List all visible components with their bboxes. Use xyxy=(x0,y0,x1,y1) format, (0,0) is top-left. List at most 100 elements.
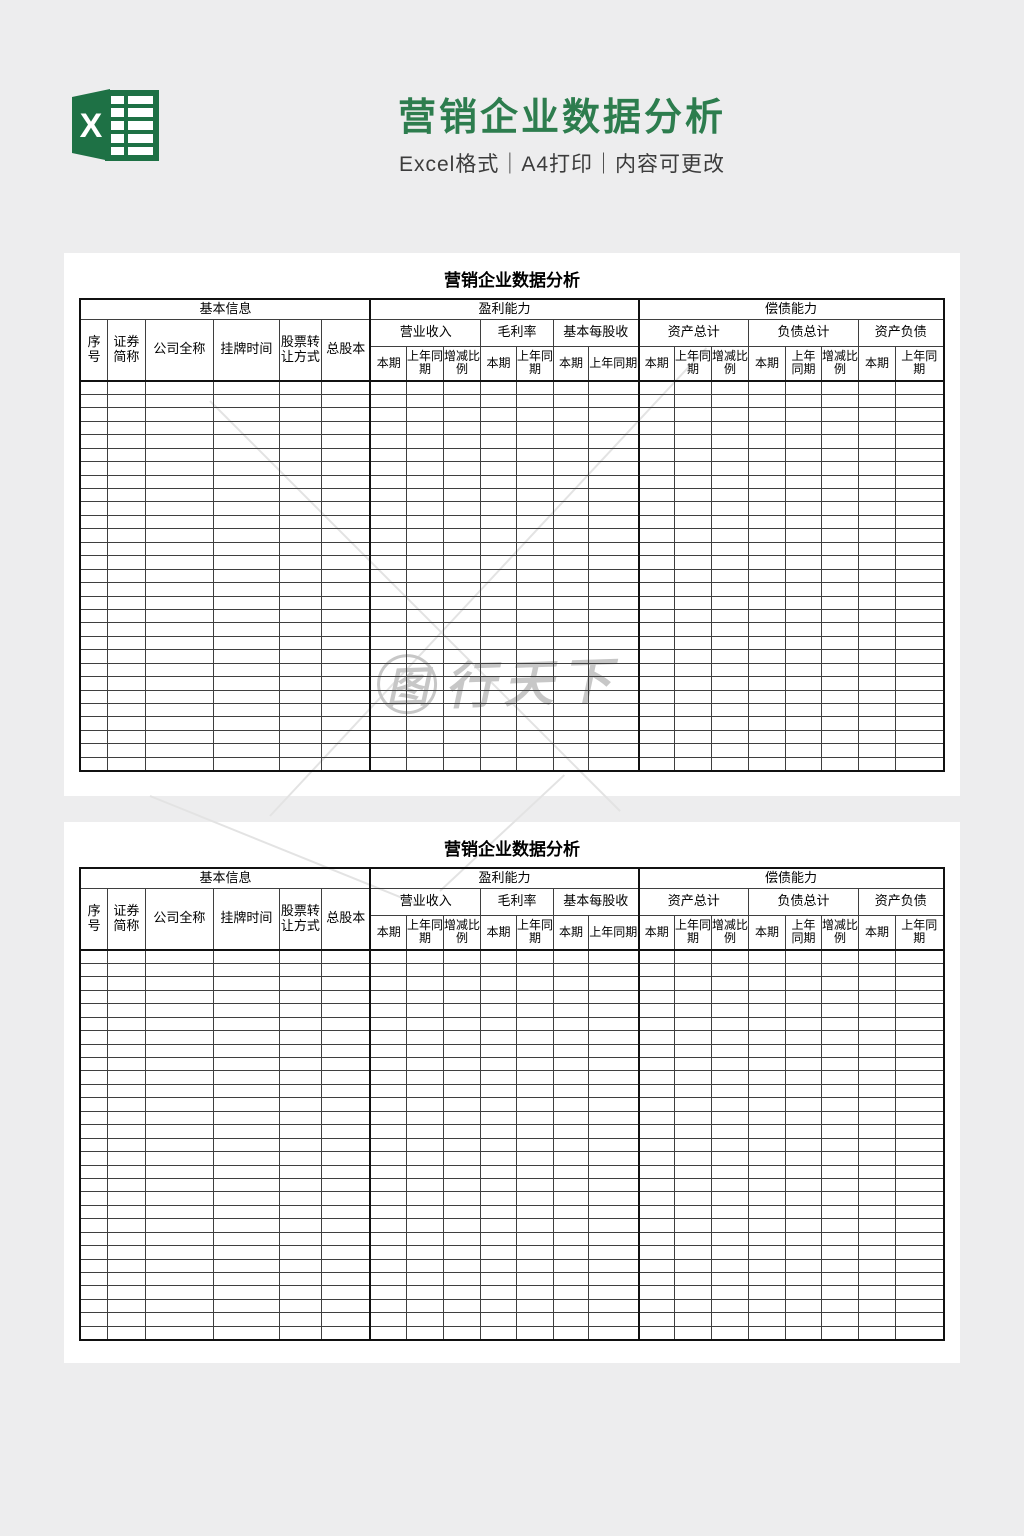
empty-cell xyxy=(369,461,407,476)
empty-cell xyxy=(106,474,146,490)
empty-cell xyxy=(552,608,589,624)
table-row xyxy=(79,1271,945,1287)
empty-cell xyxy=(79,1285,108,1300)
column-header: 增减比例 xyxy=(821,914,860,951)
empty-cell xyxy=(637,962,676,978)
empty-cell xyxy=(785,582,823,597)
empty-cell xyxy=(637,487,676,503)
column-header: 上年同期 xyxy=(515,345,554,382)
empty-cell xyxy=(515,380,554,395)
empty-cell xyxy=(369,1312,407,1327)
empty-cell xyxy=(552,582,589,597)
table-row xyxy=(79,1151,945,1166)
empty-cell xyxy=(785,1003,823,1018)
empty-cell xyxy=(405,555,444,570)
empty-cell xyxy=(278,989,322,1005)
empty-cell xyxy=(552,474,589,490)
empty-cell xyxy=(212,447,280,463)
table-row xyxy=(79,949,945,964)
empty-cell xyxy=(144,380,214,395)
empty-cell xyxy=(711,582,750,597)
empty-cell xyxy=(552,1043,589,1059)
empty-cell xyxy=(785,407,823,422)
empty-cell xyxy=(748,622,787,637)
empty-cell xyxy=(212,1177,280,1193)
empty-cell xyxy=(106,1258,146,1274)
empty-cell xyxy=(637,1097,676,1112)
empty-cell xyxy=(711,595,750,610)
empty-cell xyxy=(405,1177,444,1193)
empty-cell xyxy=(674,487,713,503)
empty-cell xyxy=(637,1271,676,1287)
empty-cell xyxy=(748,1016,787,1032)
column-header: 增减比例 xyxy=(442,345,481,382)
empty-cell xyxy=(479,1097,517,1112)
empty-cell xyxy=(552,649,589,664)
empty-cell xyxy=(144,541,214,557)
empty-cell xyxy=(369,582,407,597)
empty-cell xyxy=(515,649,554,664)
empty-cell xyxy=(405,1164,444,1179)
empty-cell xyxy=(79,1298,108,1314)
table-row xyxy=(79,1083,945,1099)
empty-cell xyxy=(515,1298,554,1314)
empty-cell xyxy=(79,949,108,964)
table-row xyxy=(79,608,945,624)
subgroup-header: 资产总计 xyxy=(637,318,750,347)
empty-cell xyxy=(479,434,517,449)
empty-cell xyxy=(320,962,371,978)
empty-cell xyxy=(479,662,517,678)
empty-cell xyxy=(144,582,214,597)
empty-cell xyxy=(144,1298,214,1314)
empty-cell xyxy=(278,649,322,664)
empty-cell xyxy=(552,716,589,731)
empty-cell xyxy=(858,1110,897,1126)
empty-cell xyxy=(442,1325,481,1341)
empty-cell xyxy=(79,1030,108,1045)
empty-cell xyxy=(637,689,676,705)
empty-cell xyxy=(106,622,146,637)
empty-cell xyxy=(552,1218,589,1233)
empty-cell xyxy=(587,1030,640,1045)
empty-cell xyxy=(405,461,444,476)
empty-cell xyxy=(674,743,713,758)
empty-cell xyxy=(748,1110,787,1126)
empty-cell xyxy=(552,407,589,422)
empty-cell xyxy=(785,989,823,1005)
empty-cell xyxy=(442,1204,481,1220)
empty-cell xyxy=(674,555,713,570)
empty-cell xyxy=(748,608,787,624)
empty-cell xyxy=(821,1325,860,1341)
column-header: 本期 xyxy=(637,914,676,951)
empty-cell xyxy=(552,989,589,1005)
empty-cell xyxy=(515,407,554,422)
empty-cell xyxy=(674,447,713,463)
empty-cell xyxy=(785,555,823,570)
empty-cell xyxy=(442,1151,481,1166)
empty-cell xyxy=(637,1083,676,1099)
empty-cell xyxy=(895,729,945,745)
empty-cell xyxy=(320,1083,371,1099)
group-header: 偿债能力 xyxy=(637,298,945,320)
empty-cell xyxy=(711,1191,750,1206)
empty-cell xyxy=(587,756,640,772)
empty-cell xyxy=(552,393,589,409)
empty-cell xyxy=(674,1137,713,1153)
empty-cell xyxy=(442,662,481,678)
empty-cell xyxy=(405,528,444,543)
empty-cell xyxy=(552,1016,589,1032)
empty-cell xyxy=(785,962,823,978)
empty-cell xyxy=(821,962,860,978)
empty-cell xyxy=(748,474,787,490)
column-header: 上年同期 xyxy=(895,345,945,382)
empty-cell xyxy=(858,1218,897,1233)
empty-cell xyxy=(442,608,481,624)
empty-cell xyxy=(479,989,517,1005)
empty-cell xyxy=(320,1312,371,1327)
empty-cell xyxy=(895,1312,945,1327)
empty-cell xyxy=(587,1043,640,1059)
empty-cell xyxy=(278,962,322,978)
empty-cell xyxy=(79,649,108,664)
empty-cell xyxy=(552,1070,589,1085)
empty-cell xyxy=(515,434,554,449)
